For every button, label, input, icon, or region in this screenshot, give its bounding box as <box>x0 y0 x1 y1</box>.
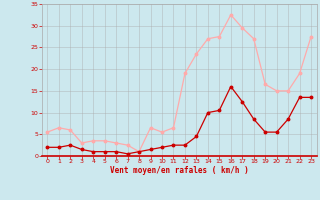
X-axis label: Vent moyen/en rafales ( km/h ): Vent moyen/en rafales ( km/h ) <box>110 166 249 175</box>
